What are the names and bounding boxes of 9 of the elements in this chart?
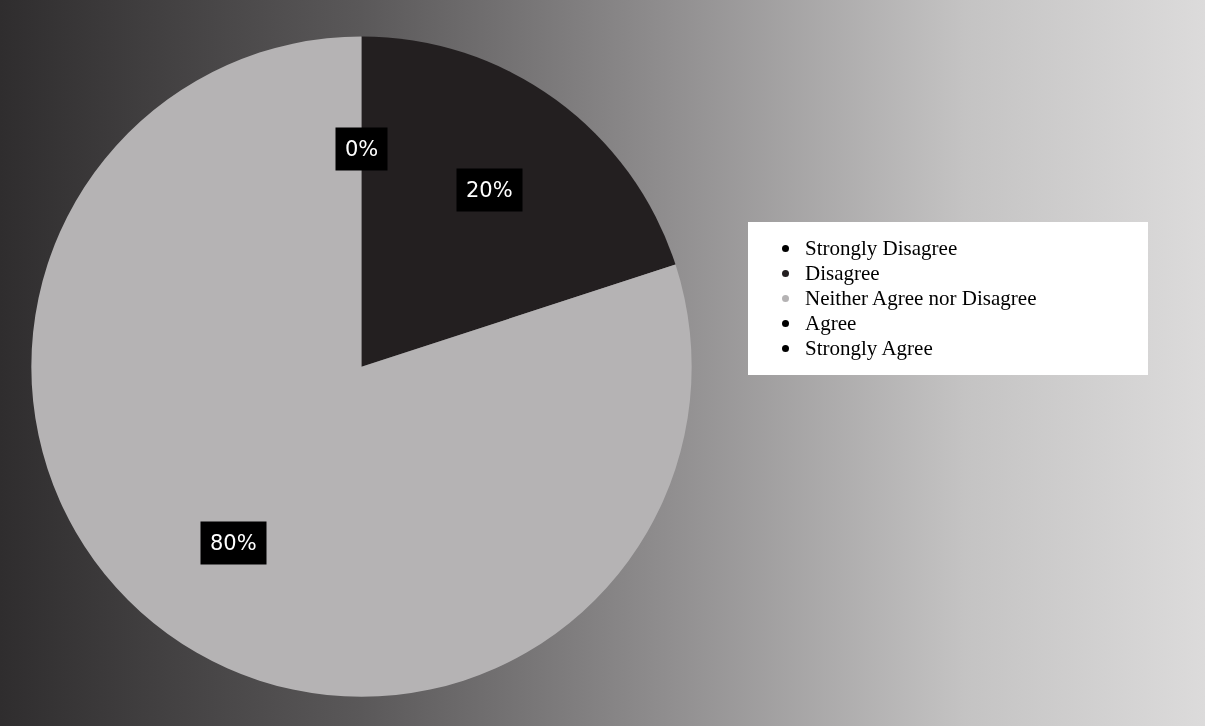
legend-label: Neither Agree nor Disagree [805, 286, 1037, 311]
legend-label: Strongly Disagree [805, 236, 958, 261]
text: 0% [345, 137, 379, 161]
legend-label: Strongly Agree [805, 336, 933, 361]
data-label: 80% [210, 531, 257, 555]
legend-label: Agree [805, 311, 857, 336]
data-label: 20% [466, 178, 513, 202]
legend-label: Disagree [805, 261, 880, 286]
pie-slice [31, 36, 692, 697]
